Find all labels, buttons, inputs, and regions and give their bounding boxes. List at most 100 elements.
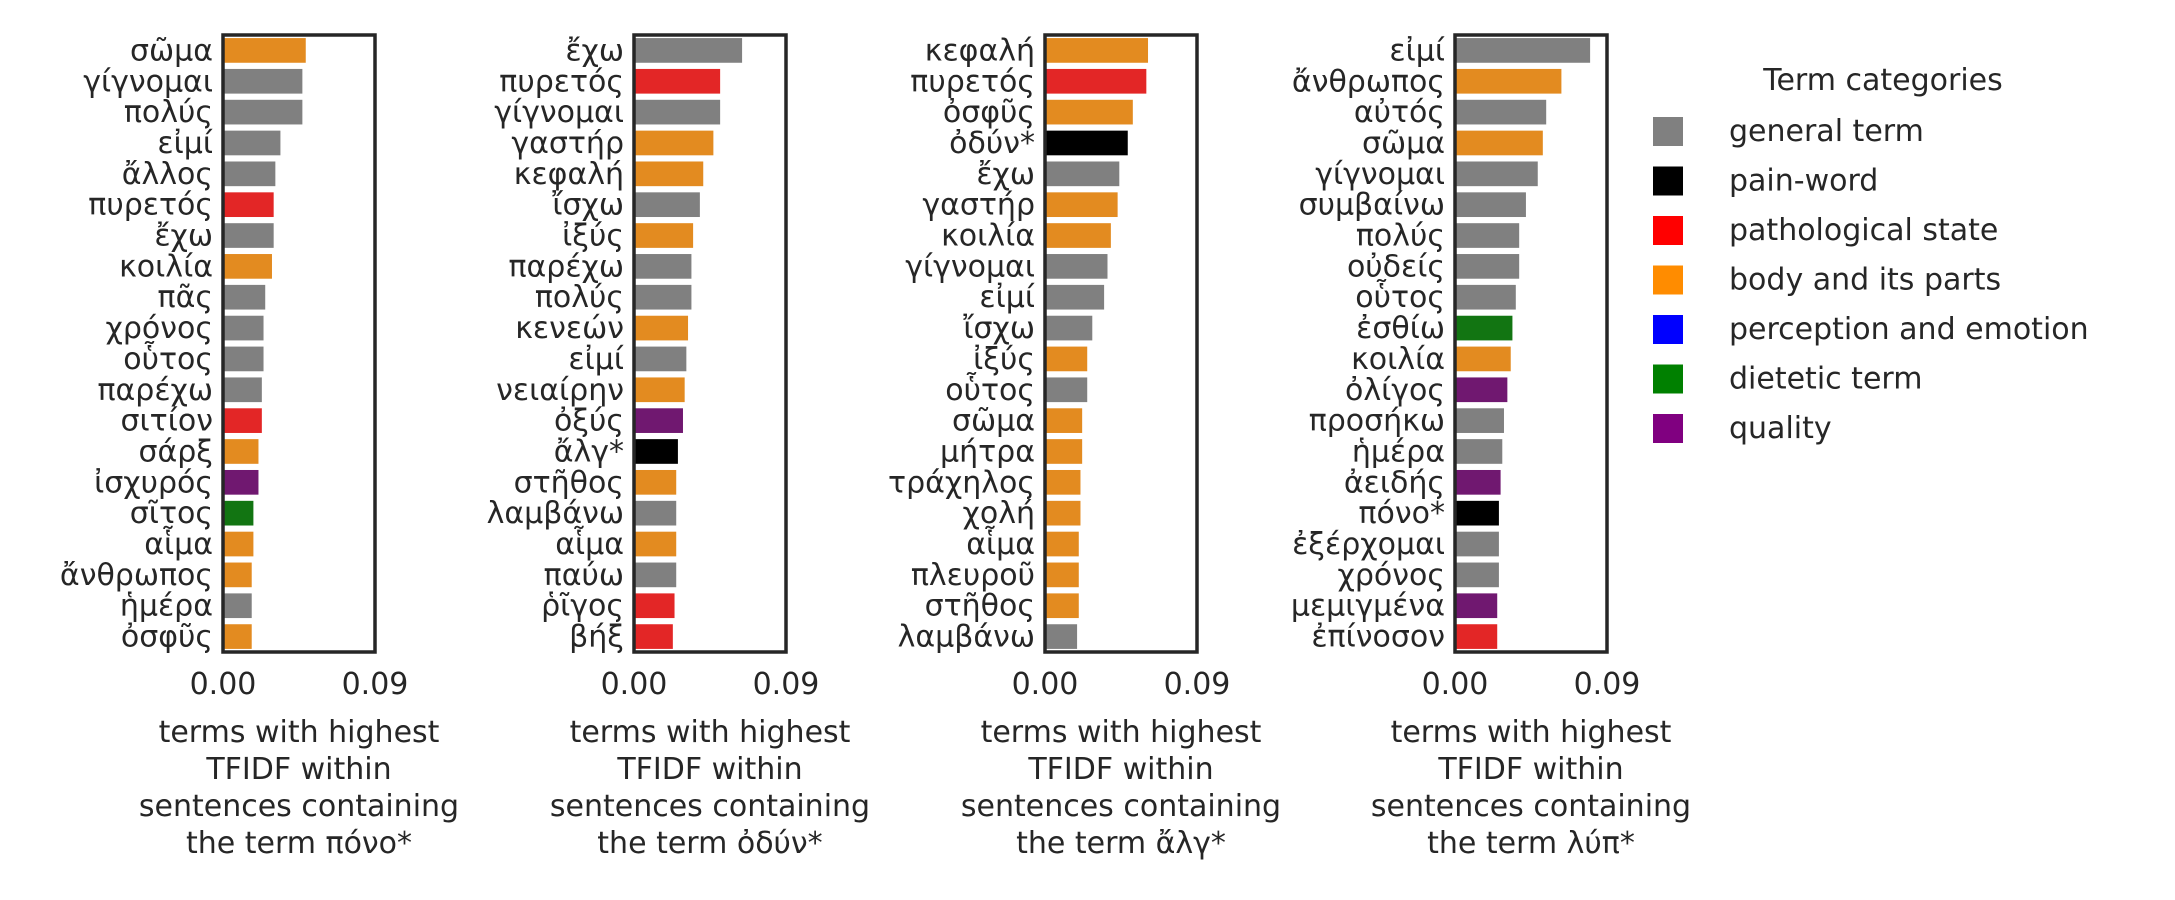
- category-label: γίγνομαι: [905, 249, 1035, 284]
- category-label: οὗτος: [123, 340, 213, 377]
- x-axis-label: terms with highest TFIDF within sentences …: [550, 715, 870, 861]
- legend-item: body and its parts: [1653, 263, 2001, 298]
- x-axis-label: terms with highest TFIDF within sentences …: [139, 715, 459, 861]
- category-label: εἰμί: [979, 280, 1035, 315]
- bar: [1045, 439, 1083, 464]
- bar: [634, 500, 677, 526]
- x-tick-label: 0.00: [601, 667, 668, 702]
- bar: [223, 223, 274, 248]
- bar: [223, 284, 266, 310]
- x-axis-label-line: TFIDF within: [616, 752, 802, 787]
- bar: [634, 346, 687, 372]
- category-label: τράχηλος: [888, 465, 1035, 500]
- x-axis-label-line: sentences containing: [139, 789, 459, 824]
- x-tick-label: 0.09: [753, 667, 820, 702]
- bar: [634, 315, 689, 341]
- category-label: εἰμί: [568, 342, 624, 377]
- legend-swatch: [1653, 117, 1683, 146]
- category-label: αὐτός: [1354, 95, 1445, 130]
- category-label: ἴσχω: [963, 311, 1035, 346]
- x-axis-label-line: terms with highest: [1391, 715, 1672, 750]
- category-label: ἄλλος: [122, 157, 213, 192]
- x-axis-label-line: sentences containing: [1371, 789, 1691, 824]
- x-axis-label-line: the term λύπ*: [1427, 826, 1635, 861]
- bar: [1455, 254, 1520, 279]
- category-label: εἰμί: [1389, 33, 1445, 68]
- category-label: ἡμέρα: [120, 589, 213, 624]
- legend-item: general term: [1653, 114, 1924, 149]
- category-label: ὀδύν*: [949, 126, 1035, 161]
- x-axis-label-line: TFIDF within: [1437, 752, 1623, 787]
- bar: [1455, 223, 1520, 248]
- category-label: προσήκω: [1309, 404, 1445, 439]
- bar: [1045, 346, 1088, 372]
- bar: [634, 161, 704, 187]
- bar: [1455, 531, 1499, 557]
- bar: [634, 192, 700, 218]
- bar: [1045, 315, 1093, 341]
- category-label: ἔχω: [565, 33, 624, 68]
- bar: [223, 346, 264, 372]
- bar: [1045, 223, 1111, 248]
- x-axis-label-line: terms with highest: [159, 715, 440, 750]
- bar: [223, 192, 274, 218]
- legend-label: pathological state: [1729, 213, 1998, 248]
- bar: [1455, 192, 1526, 218]
- axes-frame: [1043, 33, 1199, 654]
- category-label: μεμιγμένα: [1291, 589, 1445, 624]
- category-label: ἐπίνοσον: [1311, 620, 1445, 655]
- bar: [634, 377, 685, 403]
- bar: [1045, 500, 1081, 526]
- category-label: πολύς: [1356, 219, 1445, 254]
- bar: [1045, 99, 1133, 125]
- bar: [223, 377, 262, 403]
- category-label: αἷμα: [966, 526, 1035, 562]
- bar: [223, 439, 259, 464]
- category-label: ἄνθρωπος: [1292, 64, 1445, 99]
- bar: [634, 439, 678, 464]
- category-label: ἀειδής: [1344, 465, 1445, 500]
- x-tick-label: 0.00: [1012, 667, 1079, 702]
- axes-frame: [632, 33, 788, 654]
- bar: [1455, 593, 1498, 619]
- x-axis-label-line: the term πόνο*: [186, 826, 412, 861]
- category-label: γίγνομαι: [1315, 157, 1445, 192]
- legend-item: perception and emotion: [1653, 312, 2089, 347]
- bar: [1045, 593, 1079, 619]
- legend-item: pathological state: [1653, 213, 1998, 248]
- category-label: λαμβάνω: [487, 496, 624, 531]
- bar: [223, 161, 276, 187]
- category-label: πυρετός: [88, 188, 213, 223]
- category-label: ὀσφῦς: [121, 620, 213, 655]
- legend-label: quality: [1729, 411, 1832, 446]
- category-label: συμβαίνω: [1299, 188, 1445, 223]
- category-label: γαστήρ: [511, 126, 624, 161]
- category-label: στῆθος: [925, 589, 1035, 624]
- axes-frame: [1453, 33, 1609, 654]
- category-label: λαμβάνω: [898, 620, 1035, 655]
- category-label: ῥῖγος: [541, 589, 624, 624]
- category-label: κεφαλή: [925, 33, 1035, 68]
- category-label: χρόνος: [106, 311, 213, 346]
- category-label: οὐδείς: [1347, 249, 1445, 284]
- category-label: κοιλία: [941, 219, 1035, 254]
- bar: [1455, 346, 1511, 372]
- category-label: εἰμί: [157, 126, 213, 161]
- category-label: ἡμέρα: [1352, 434, 1445, 469]
- bar: [1045, 377, 1088, 403]
- bar: [1455, 377, 1508, 403]
- x-axis-label-line: TFIDF within: [205, 752, 391, 787]
- category-label: σῶμα: [130, 33, 213, 68]
- x-axis-label: terms with highest TFIDF within sentences …: [1371, 715, 1691, 861]
- category-label: ἔχω: [976, 157, 1035, 192]
- bar: [634, 284, 692, 310]
- bar: [1045, 192, 1118, 218]
- bar: [634, 408, 683, 433]
- bar: [223, 38, 306, 63]
- bar: [1045, 284, 1105, 310]
- category-label: οὗτος: [1355, 278, 1445, 315]
- category-label: ἄνθρωπος: [60, 558, 213, 593]
- bar: [1455, 68, 1562, 94]
- bar: [223, 130, 281, 156]
